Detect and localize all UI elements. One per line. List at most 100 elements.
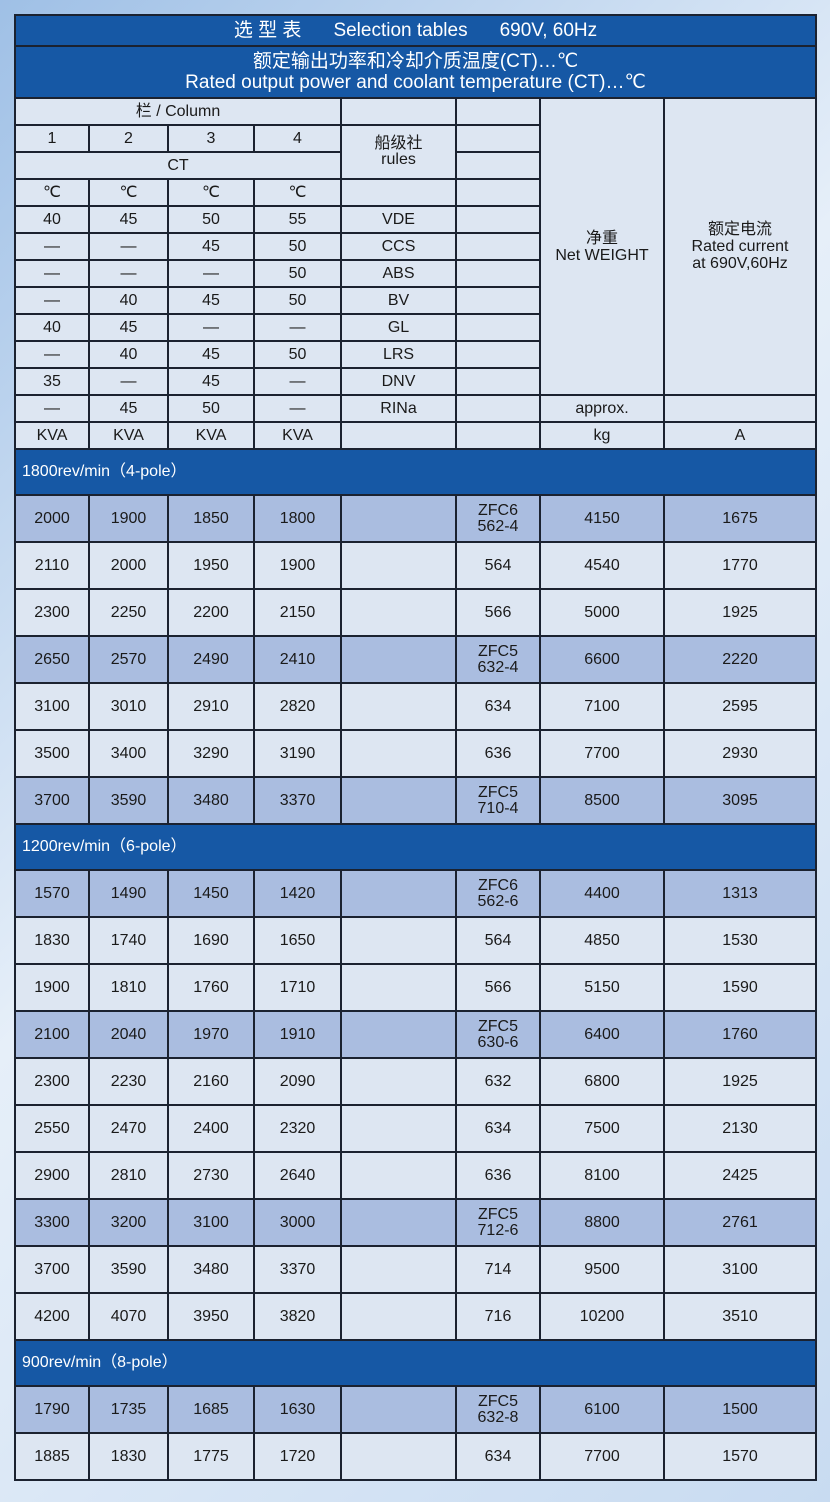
kva-value: 2160 [167,1057,255,1106]
society-name: LRS [340,340,457,369]
kva-value: 1740 [88,916,169,965]
society-name: RINa [340,394,457,423]
model-cell: 634 [455,1104,541,1153]
weight-value: 9500 [539,1245,665,1294]
model-cell: ZFC5 630-6 [455,1010,541,1059]
society-row: 40 45 50 55 VDE [14,205,816,234]
kva-value: 2400 [167,1104,255,1153]
kva-value: 3010 [88,682,169,731]
weight-value: 4150 [539,494,665,543]
society-name: DNV [340,367,457,396]
kva-value: 1810 [88,963,169,1012]
kva-value: 3100 [14,682,90,731]
kva-value: 3370 [253,776,342,825]
current-value: 2130 [662,1104,818,1153]
header-row: ℃ ℃ ℃ ℃ [14,178,816,207]
kva-value: 2300 [14,588,90,637]
kva-value: 2000 [14,494,90,543]
temperature-cell: 50 [167,394,255,423]
temperature-cell: 45 [167,232,255,261]
weight-value: 7700 [539,729,665,778]
kva-value: 1420 [253,869,342,918]
temperature-cell: 40 [14,205,90,234]
kva-value: 2320 [253,1104,342,1153]
kva-value: 1900 [14,963,90,1012]
model-cell: 632 [455,1057,541,1106]
table-row: 2300 2230 2160 2090 632 6800 1925 [14,1057,818,1106]
empty-cell [340,682,457,731]
weight-value: 8800 [539,1198,665,1247]
kva-unit: KVA [88,421,169,450]
kva-value: 1800 [253,494,342,543]
temperature-cell: 40 [88,286,169,315]
kva-value: 3480 [167,776,255,825]
temperature-cell: — [167,259,255,288]
kva-value: 2200 [167,588,255,637]
empty-cell [340,1385,457,1434]
society-name: VDE [340,205,457,234]
header-row: 1 2 3 4 船级社 rules [14,124,816,180]
kva-value: 1885 [14,1432,90,1481]
kva-value: 1900 [253,541,342,590]
table-subtitle: 额定输出功率和冷却介质温度(CT)…℃ Rated output power an… [13,45,818,99]
empty-cell [340,1198,457,1247]
weight-value: 6800 [539,1057,665,1106]
temperature-cell: 50 [167,205,255,234]
society-row: —40 45 50 BV [14,286,816,315]
model-cell: ZFC5 710-4 [455,776,541,825]
net-weight-header: 净重 Net WEIGHT [539,97,665,396]
column-label: 栏 / Column [14,97,342,126]
weight-value: 7500 [539,1104,665,1153]
kva-value: 3950 [167,1292,255,1341]
kva-value: 2810 [88,1151,169,1200]
empty-cell [340,635,457,684]
table-row: 3500 3400 3290 3190 636 7700 2930 [14,729,818,778]
empty-cell [340,588,457,637]
current-value: 1675 [662,494,818,543]
current-value: 2761 [662,1198,818,1247]
section-band: 1200rev/min（6-pole） [13,823,818,871]
kva-value: 1760 [167,963,255,1012]
current-value: 3100 [662,1245,818,1294]
empty-cell [455,367,541,396]
subtitle-cn: 额定输出功率和冷却介质温度(CT)…℃ [252,51,579,72]
kva-value: 4070 [88,1292,169,1341]
temperature-cell: — [14,286,90,315]
temperature-cell: 45 [167,286,255,315]
temperature-cell: — [88,367,169,396]
unit-row: KVA KVA KVA KVA kg A [14,421,818,450]
empty-cell [455,259,541,288]
empty-cell [455,151,541,180]
kva-value: 3300 [14,1198,90,1247]
kva-value: 3700 [14,776,90,825]
current-value: 1760 [662,1010,818,1059]
empty-cell [455,421,541,450]
model-cell: 634 [455,682,541,731]
kva-value: 3480 [167,1245,255,1294]
current-value: 1590 [662,963,818,1012]
kva-value: 1790 [14,1385,90,1434]
ampere-unit: A [662,421,818,450]
kva-value: 1490 [88,869,169,918]
empty-cell [340,541,457,590]
empty-cell [340,1104,457,1153]
kva-value: 2550 [14,1104,90,1153]
table-row: 1830 1740 1690 1650 564 4850 1530 [14,916,818,965]
empty-cell [340,963,457,1012]
header-row: 栏 / Column 净重 Net WEIGHT 额定电流 Rated curren… [14,97,818,396]
empty-cell [340,869,457,918]
table-row: 1885 1830 1775 1720 634 7700 1570 [14,1432,818,1481]
celsius-unit: ℃ [253,178,342,207]
kva-value: 1630 [253,1385,342,1434]
society-row: — —45 50 CCS [14,232,816,261]
rated-current-header: 额定电流 Rated current at 690V,60Hz [662,97,818,396]
column-number: 2 [88,124,169,153]
weight-value: 6100 [539,1385,665,1434]
model-cell: 636 [455,1151,541,1200]
title-spec: 690V, 60Hz [499,19,598,41]
table-row: 3700 3590 3480 3370 ZFC5 710-4 8500 3095 [14,776,818,825]
ct-label: CT [14,151,342,180]
kva-value: 3590 [88,1245,169,1294]
subtitle-row: 额定输出功率和冷却介质温度(CT)…℃ Rated output power an… [13,45,818,99]
kva-value: 2650 [14,635,90,684]
